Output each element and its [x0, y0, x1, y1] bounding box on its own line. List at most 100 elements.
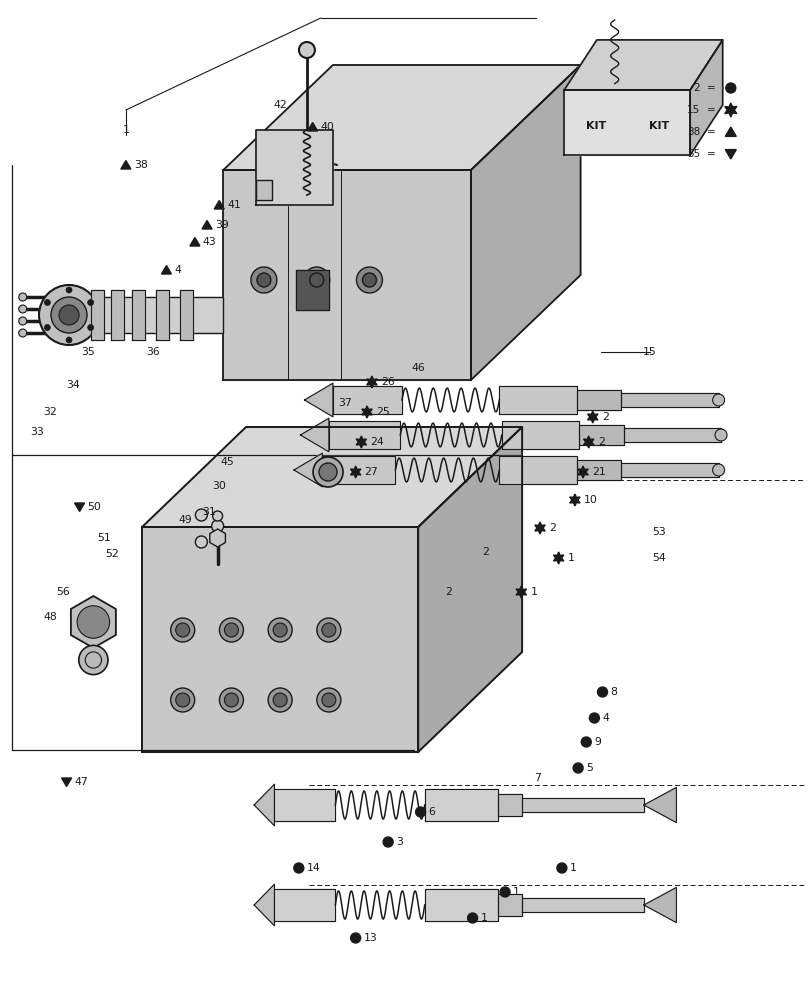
Text: 14: 14 — [307, 863, 320, 873]
Circle shape — [19, 317, 27, 325]
Text: 42: 42 — [273, 100, 286, 110]
Text: 4: 4 — [602, 713, 608, 723]
Polygon shape — [521, 898, 643, 912]
Polygon shape — [73, 297, 223, 333]
Circle shape — [219, 618, 243, 642]
Circle shape — [321, 623, 336, 637]
Text: 1: 1 — [569, 863, 576, 873]
Polygon shape — [470, 65, 580, 380]
Text: 1: 1 — [530, 587, 537, 597]
Text: 21: 21 — [591, 467, 605, 477]
Polygon shape — [724, 150, 736, 159]
Circle shape — [59, 305, 79, 325]
Text: 38: 38 — [686, 127, 699, 137]
Text: 53: 53 — [652, 527, 665, 537]
Circle shape — [19, 293, 27, 301]
Polygon shape — [424, 789, 497, 821]
Text: 34: 34 — [67, 380, 79, 390]
Circle shape — [309, 273, 324, 287]
Text: 15: 15 — [642, 347, 655, 357]
Text: =: = — [706, 149, 714, 159]
Circle shape — [77, 606, 109, 638]
Polygon shape — [296, 270, 328, 310]
Text: 2: 2 — [597, 437, 604, 447]
Polygon shape — [578, 425, 623, 445]
Circle shape — [383, 837, 393, 847]
Text: =: = — [706, 105, 714, 115]
Polygon shape — [223, 170, 470, 380]
Text: KIT: KIT — [585, 121, 605, 131]
Circle shape — [303, 267, 329, 293]
Circle shape — [175, 623, 190, 637]
Polygon shape — [643, 887, 676, 923]
Text: 2: 2 — [482, 547, 488, 557]
Polygon shape — [534, 522, 544, 534]
Text: 40: 40 — [320, 122, 334, 132]
Polygon shape — [620, 393, 718, 407]
Circle shape — [39, 285, 99, 345]
Text: 55: 55 — [686, 149, 699, 159]
Circle shape — [467, 913, 477, 923]
Text: 48: 48 — [44, 612, 57, 622]
Polygon shape — [223, 65, 580, 170]
Circle shape — [19, 329, 27, 337]
Text: 6: 6 — [428, 807, 435, 817]
Circle shape — [212, 520, 223, 532]
Polygon shape — [350, 466, 360, 478]
Text: 24: 24 — [370, 437, 384, 447]
Circle shape — [313, 457, 342, 487]
Polygon shape — [274, 889, 335, 921]
Polygon shape — [564, 90, 689, 155]
Text: 32: 32 — [44, 407, 57, 417]
Circle shape — [212, 511, 222, 521]
Polygon shape — [587, 411, 597, 423]
Polygon shape — [497, 894, 521, 916]
Text: 1: 1 — [567, 553, 574, 563]
Text: 2: 2 — [548, 523, 556, 533]
Polygon shape — [424, 889, 497, 921]
Circle shape — [294, 863, 303, 873]
Polygon shape — [161, 265, 171, 274]
Text: 38: 38 — [134, 160, 148, 170]
Text: 5: 5 — [586, 763, 592, 773]
Text: 15: 15 — [686, 105, 699, 115]
Text: 50: 50 — [88, 502, 101, 512]
Circle shape — [362, 273, 376, 287]
Text: 54: 54 — [652, 553, 665, 563]
Polygon shape — [255, 180, 272, 200]
Text: 10: 10 — [583, 495, 597, 505]
Polygon shape — [418, 427, 521, 752]
Polygon shape — [294, 453, 322, 487]
Polygon shape — [553, 552, 563, 564]
Text: 1: 1 — [122, 125, 129, 135]
Polygon shape — [131, 290, 144, 340]
Polygon shape — [328, 421, 400, 449]
Circle shape — [581, 737, 590, 747]
Text: 1: 1 — [513, 887, 519, 897]
Polygon shape — [254, 784, 274, 826]
Circle shape — [88, 324, 93, 330]
Text: 26: 26 — [380, 377, 394, 387]
Polygon shape — [300, 418, 328, 452]
Circle shape — [556, 863, 566, 873]
Circle shape — [316, 688, 341, 712]
Polygon shape — [333, 386, 401, 414]
Circle shape — [88, 300, 93, 306]
Circle shape — [319, 463, 337, 481]
Polygon shape — [121, 161, 131, 169]
Circle shape — [597, 687, 607, 697]
Text: 43: 43 — [203, 237, 217, 247]
Text: 56: 56 — [57, 587, 70, 597]
Polygon shape — [576, 460, 620, 480]
Text: 46: 46 — [411, 363, 424, 373]
Text: 25: 25 — [375, 407, 389, 417]
Text: 51: 51 — [97, 533, 110, 543]
Circle shape — [79, 645, 108, 675]
Text: 33: 33 — [31, 427, 44, 437]
Polygon shape — [724, 103, 736, 117]
Circle shape — [350, 933, 360, 943]
Text: 2: 2 — [444, 587, 451, 597]
Circle shape — [224, 623, 238, 637]
Circle shape — [321, 693, 336, 707]
Circle shape — [175, 693, 190, 707]
